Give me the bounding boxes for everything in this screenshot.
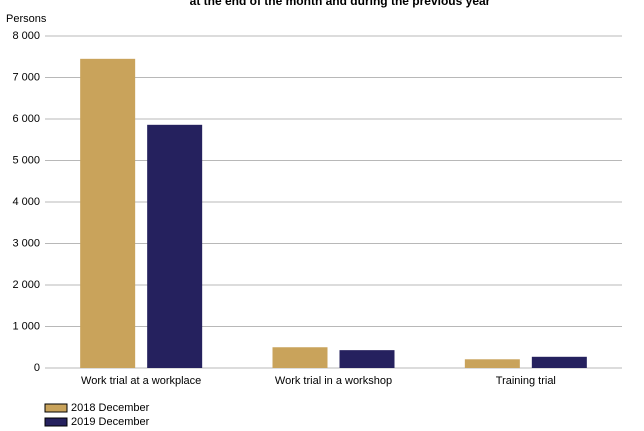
x-tick-label: Training trial xyxy=(496,375,556,387)
y-tick-label: 6 000 xyxy=(12,113,40,125)
y-tick-label: 3 000 xyxy=(12,237,40,249)
legend-swatch xyxy=(44,417,68,427)
legend-label: 2019 December xyxy=(71,416,150,428)
bar xyxy=(339,350,395,368)
y-axis-label: Persons xyxy=(6,13,47,25)
y-tick-label: 2 000 xyxy=(12,279,40,291)
legend-swatch xyxy=(44,403,68,413)
legend-label: 2018 December xyxy=(71,402,150,414)
y-tick-label: 5 000 xyxy=(12,154,40,166)
y-tick-label: 0 xyxy=(34,362,40,374)
x-tick-label: Work trial at a workplace xyxy=(81,375,201,387)
y-tick-label: 8 000 xyxy=(12,30,40,42)
bar xyxy=(272,347,328,368)
x-tick-label: Work trial in a workshop xyxy=(275,375,392,387)
y-tick-label: 1 000 xyxy=(12,320,40,332)
bar xyxy=(147,124,203,368)
y-tick-label: 7 000 xyxy=(12,71,40,83)
bar xyxy=(531,356,587,368)
bar xyxy=(80,58,136,368)
bar xyxy=(464,359,520,368)
chart-title: at the end of the month and during the p… xyxy=(190,0,491,8)
y-tick-label: 4 000 xyxy=(12,196,40,208)
